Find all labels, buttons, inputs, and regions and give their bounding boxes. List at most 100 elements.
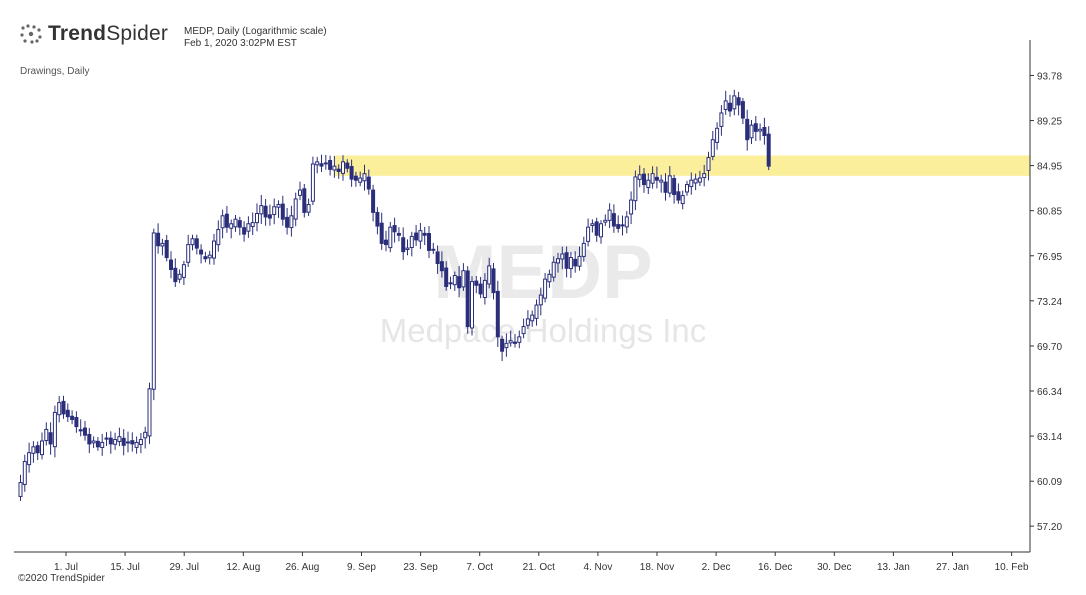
candle[interactable] xyxy=(203,251,208,263)
candle[interactable] xyxy=(272,198,277,225)
candle[interactable] xyxy=(650,166,655,189)
candle[interactable] xyxy=(285,208,290,235)
candle[interactable] xyxy=(590,219,595,233)
candle[interactable] xyxy=(392,217,397,243)
candle[interactable] xyxy=(414,225,419,247)
candle[interactable] xyxy=(573,251,578,273)
candle[interactable] xyxy=(100,433,105,456)
candle[interactable] xyxy=(190,234,195,251)
candle[interactable] xyxy=(379,212,384,250)
candle[interactable] xyxy=(715,122,720,150)
candle[interactable] xyxy=(719,105,724,136)
candle[interactable] xyxy=(611,204,616,233)
candle[interactable] xyxy=(504,333,509,357)
candle[interactable] xyxy=(143,426,148,449)
candle[interactable] xyxy=(169,251,173,279)
candle[interactable] xyxy=(607,203,612,229)
candle[interactable] xyxy=(599,220,603,244)
candle[interactable] xyxy=(250,212,255,236)
candle[interactable] xyxy=(44,422,49,446)
candle[interactable] xyxy=(487,257,492,289)
candle[interactable] xyxy=(534,299,539,326)
candle[interactable] xyxy=(52,405,57,458)
candle[interactable] xyxy=(482,273,487,305)
candle[interactable] xyxy=(332,156,337,178)
candle[interactable] xyxy=(672,174,677,204)
candle[interactable] xyxy=(728,94,732,117)
candle[interactable] xyxy=(358,171,363,187)
candle[interactable] xyxy=(577,246,582,271)
candle[interactable] xyxy=(233,215,238,232)
candle[interactable] xyxy=(289,205,294,237)
candle[interactable] xyxy=(409,231,414,257)
candle[interactable] xyxy=(18,474,23,501)
candle[interactable] xyxy=(48,422,53,455)
candle[interactable] xyxy=(95,437,100,451)
candle[interactable] xyxy=(740,97,745,125)
candle[interactable] xyxy=(91,436,96,449)
candle[interactable] xyxy=(362,164,367,191)
candle[interactable] xyxy=(151,228,156,401)
candle[interactable] xyxy=(375,207,380,235)
candle[interactable] xyxy=(508,330,513,347)
candle[interactable] xyxy=(242,221,247,242)
candle[interactable] xyxy=(224,205,229,233)
candle[interactable] xyxy=(353,171,358,187)
candle[interactable] xyxy=(70,410,75,425)
candle[interactable] xyxy=(134,436,139,454)
candle[interactable] xyxy=(263,199,268,226)
candle[interactable] xyxy=(431,242,436,254)
candle[interactable] xyxy=(384,230,388,252)
candle[interactable] xyxy=(633,170,638,211)
candle[interactable] xyxy=(181,260,186,285)
candle[interactable] xyxy=(422,226,427,245)
candle[interactable] xyxy=(280,195,285,226)
candle[interactable] xyxy=(345,159,350,173)
candle[interactable] xyxy=(298,181,302,201)
candle[interactable] xyxy=(491,263,496,300)
candle[interactable] xyxy=(513,334,517,348)
candle[interactable] xyxy=(276,200,281,218)
candle[interactable] xyxy=(564,246,569,278)
candle[interactable] xyxy=(693,173,698,191)
candle[interactable] xyxy=(710,130,715,161)
candle[interactable] xyxy=(465,266,470,334)
candle[interactable] xyxy=(229,219,234,239)
candle[interactable] xyxy=(164,234,169,262)
candle[interactable] xyxy=(435,245,440,274)
candle[interactable] xyxy=(603,214,608,226)
candle[interactable] xyxy=(457,265,462,298)
candle[interactable] xyxy=(323,154,328,170)
candle[interactable] xyxy=(629,191,634,224)
candle[interactable] xyxy=(130,432,135,452)
candle[interactable] xyxy=(319,154,324,173)
candle[interactable] xyxy=(749,120,754,144)
candle[interactable] xyxy=(336,164,341,179)
candle[interactable] xyxy=(702,164,707,187)
candle[interactable] xyxy=(418,222,423,249)
candle[interactable] xyxy=(147,382,152,444)
candle[interactable] xyxy=(405,239,410,256)
candle[interactable] xyxy=(315,156,320,174)
candle[interactable] xyxy=(723,90,728,115)
candle[interactable] xyxy=(83,421,87,441)
candle[interactable] xyxy=(199,244,204,264)
candle[interactable] xyxy=(108,431,113,454)
candle[interactable] xyxy=(302,183,307,218)
candle[interactable] xyxy=(216,220,221,252)
candle[interactable] xyxy=(495,280,500,347)
candle[interactable] xyxy=(401,227,406,260)
candle[interactable] xyxy=(371,184,376,222)
candle[interactable] xyxy=(689,172,694,195)
candle[interactable] xyxy=(156,223,161,254)
candle[interactable] xyxy=(259,195,264,224)
candle[interactable] xyxy=(113,432,118,450)
candle[interactable] xyxy=(65,403,70,423)
candle[interactable] xyxy=(306,198,311,216)
support-zone[interactable] xyxy=(334,155,1030,176)
candle[interactable] xyxy=(349,159,354,187)
candle[interactable] xyxy=(388,222,393,253)
candle[interactable] xyxy=(173,258,178,287)
candle[interactable] xyxy=(517,330,522,349)
candle[interactable] xyxy=(117,427,122,447)
